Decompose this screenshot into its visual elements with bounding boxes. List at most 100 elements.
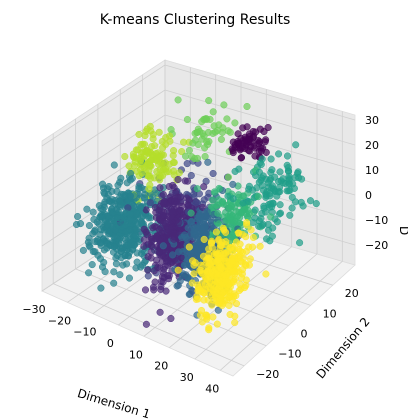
z-tick-label: 10 — [365, 164, 379, 177]
data-point-cluster-9 — [217, 265, 225, 273]
data-point-cluster-0 — [228, 145, 236, 153]
data-point-cluster-6 — [187, 209, 195, 217]
data-point-cluster-9 — [243, 221, 251, 229]
data-point-cluster-4 — [132, 264, 140, 272]
data-point-cluster-5 — [267, 155, 275, 163]
data-point-cluster-5 — [229, 195, 237, 203]
data-point-cluster-1 — [176, 241, 184, 249]
data-point-cluster-1 — [156, 184, 164, 192]
data-point-cluster-4 — [85, 269, 93, 277]
data-point-cluster-5 — [251, 206, 259, 214]
data-point-cluster-7 — [220, 101, 228, 109]
z-tick-label: 30 — [365, 114, 379, 127]
x-tick-label: −30 — [22, 303, 45, 316]
data-point-cluster-9 — [241, 260, 250, 268]
data-point-cluster-9 — [206, 273, 214, 281]
data-point-cluster-1 — [154, 263, 162, 271]
data-point-cluster-4 — [126, 210, 134, 218]
data-point-cluster-8 — [139, 140, 147, 148]
data-point-cluster-4 — [111, 200, 119, 208]
data-point-cluster-1 — [140, 225, 148, 233]
data-point-cluster-6 — [254, 193, 262, 201]
data-point-cluster-4 — [113, 187, 121, 195]
data-point-cluster-4 — [110, 161, 118, 169]
data-point-cluster-9 — [220, 226, 228, 234]
data-point-cluster-9 — [219, 271, 228, 279]
data-point-cluster-8 — [144, 172, 153, 180]
data-point-cluster-9 — [262, 270, 270, 278]
data-point-cluster-5 — [251, 214, 259, 222]
data-point-cluster-9 — [190, 270, 198, 278]
data-point-cluster-1 — [168, 208, 176, 216]
data-point-cluster-8 — [137, 161, 145, 169]
data-point-cluster-8 — [155, 153, 164, 161]
z-tick-label: −20 — [365, 239, 388, 252]
data-point-cluster-9 — [203, 311, 211, 319]
data-point-cluster-9 — [205, 326, 213, 334]
data-point-cluster-8 — [142, 147, 150, 155]
data-point-cluster-9 — [249, 233, 257, 242]
data-point-cluster-0 — [241, 138, 249, 146]
y-axis-label: Dimension 2 — [313, 315, 372, 382]
data-point-cluster-4 — [101, 190, 109, 198]
x-tick-label: 0 — [107, 337, 114, 350]
data-point-cluster-5 — [253, 184, 261, 192]
data-point-cluster-1 — [167, 259, 175, 267]
data-point-cluster-1 — [156, 308, 164, 316]
data-point-cluster-9 — [208, 301, 216, 309]
data-point-cluster-9 — [242, 233, 250, 241]
data-point-cluster-8 — [170, 147, 178, 155]
data-point-cluster-1 — [148, 235, 156, 243]
data-point-cluster-5 — [276, 209, 285, 217]
data-point-cluster-8 — [155, 128, 163, 136]
z-gridline-left — [41, 89, 166, 172]
data-point-cluster-7 — [223, 115, 231, 123]
data-point-cluster-6 — [239, 192, 247, 200]
data-point-cluster-0 — [262, 148, 270, 156]
x-tick-label: 30 — [180, 371, 194, 384]
data-point-cluster-8 — [145, 185, 153, 193]
x-tick-label: 20 — [154, 360, 168, 373]
data-point-cluster-4 — [101, 268, 109, 276]
y-tick-label: 0 — [301, 328, 308, 341]
data-point-cluster-7 — [182, 152, 190, 160]
data-point-cluster-4 — [86, 243, 94, 251]
data-point-cluster-2 — [192, 198, 200, 206]
data-point-cluster-9 — [197, 267, 205, 275]
x-tick-label: 40 — [205, 382, 219, 395]
data-point-cluster-4 — [138, 261, 147, 269]
data-point-cluster-9 — [174, 266, 182, 274]
data-point-cluster-9 — [212, 249, 220, 257]
x-gridline-floor — [194, 253, 318, 360]
data-point-cluster-4 — [132, 210, 141, 218]
data-point-cluster-8 — [121, 152, 129, 161]
data-point-cluster-1 — [184, 177, 192, 185]
data-point-cluster-9 — [189, 257, 197, 265]
data-point-cluster-5 — [258, 221, 266, 230]
data-point-cluster-3 — [159, 242, 167, 250]
y-tick-label: −20 — [256, 368, 279, 381]
data-point-cluster-4 — [95, 202, 103, 210]
z-tick-label: −10 — [365, 214, 388, 227]
data-point-cluster-5 — [275, 150, 283, 158]
data-point-cluster-5 — [273, 218, 281, 226]
data-point-cluster-5 — [283, 161, 291, 169]
data-point-cluster-1 — [155, 248, 163, 256]
data-point-cluster-1 — [165, 272, 173, 280]
data-point-cluster-9 — [247, 226, 255, 234]
data-point-cluster-6 — [193, 185, 201, 193]
data-point-cluster-2 — [209, 169, 217, 178]
data-point-cluster-4 — [135, 183, 143, 191]
data-point-cluster-9 — [220, 250, 228, 258]
data-point-cluster-9 — [222, 241, 230, 249]
data-point-cluster-1 — [175, 218, 183, 226]
data-point-cluster-6 — [209, 196, 217, 204]
data-point-cluster-5 — [286, 211, 294, 219]
data-point-cluster-7 — [193, 128, 201, 136]
data-point-cluster-2 — [187, 171, 195, 180]
data-point-cluster-8 — [158, 137, 166, 146]
data-point-cluster-4 — [125, 274, 133, 282]
data-point-cluster-8 — [175, 169, 183, 177]
data-point-cluster-1 — [150, 286, 158, 294]
data-point-cluster-4 — [103, 221, 111, 229]
